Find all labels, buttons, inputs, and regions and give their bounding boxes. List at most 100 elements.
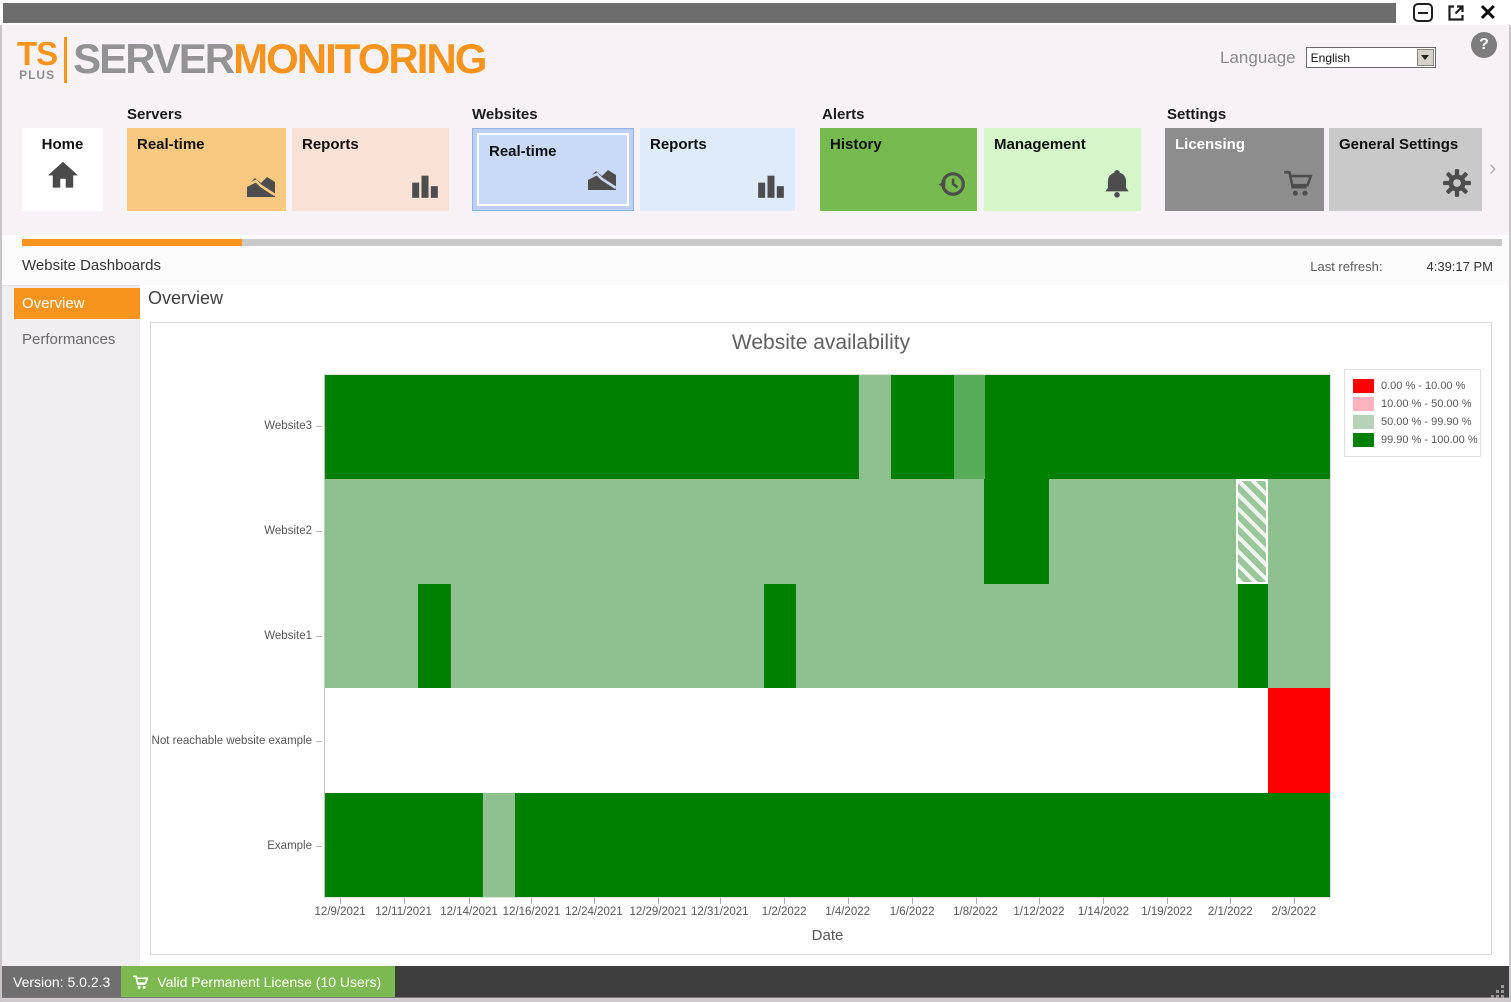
language-value: English — [1310, 50, 1350, 65]
legend-item: 0.00 % - 10.00 % — [1353, 377, 1472, 395]
legend-swatch — [1353, 397, 1374, 411]
x-axis-label: 12/31/2021 — [690, 906, 749, 918]
heatmap-row — [325, 583, 1330, 689]
logo-divider — [64, 37, 68, 83]
heatmap-x-ticks — [324, 898, 1331, 905]
history-clock-icon — [937, 170, 967, 203]
heatmap-row — [325, 688, 1330, 793]
tab-websites-reports[interactable]: Reports — [640, 128, 795, 211]
line-chart-icon — [245, 174, 276, 203]
heatmap-row — [325, 479, 1330, 584]
bar-chart-icon — [411, 172, 439, 203]
heatmap-cell — [954, 375, 986, 480]
logo-plus: PLUS — [19, 68, 56, 82]
x-axis-label: 1/4/2022 — [825, 906, 871, 918]
window-bottom-frame — [2, 997, 1509, 1001]
tab-progress-track — [22, 239, 1502, 246]
x-axis-label: 1/12/2022 — [1013, 906, 1065, 918]
line-chart-icon — [586, 167, 617, 196]
tab-servers-reports[interactable]: Reports — [292, 128, 449, 211]
legend-item: 50.00 % - 99.90 % — [1353, 413, 1472, 431]
legend-swatch — [1353, 415, 1374, 429]
x-axis-tick — [593, 898, 595, 904]
tab-settings-general[interactable]: General Settings — [1329, 128, 1482, 211]
chart-legend: 0.00 % - 10.00 % 10.00 % - 50.00 % 50.00 %… — [1344, 369, 1481, 457]
legend-swatch — [1353, 433, 1374, 447]
tab-alerts-history[interactable]: History — [820, 128, 977, 211]
sidebar-item-overview[interactable]: Overview — [14, 288, 140, 319]
x-axis-tick — [719, 898, 721, 904]
bar-chart-icon — [757, 172, 785, 203]
tab-servers-realtime[interactable]: Real-time — [127, 128, 286, 211]
x-axis-tick — [1230, 898, 1232, 904]
group-label-alerts: Alerts — [822, 106, 865, 123]
language-select[interactable]: English — [1305, 47, 1436, 68]
x-axis-label: 1/6/2022 — [889, 906, 935, 918]
x-axis-label: 12/24/2021 — [565, 906, 623, 918]
bell-icon — [1103, 168, 1131, 203]
shopping-cart-icon — [133, 975, 149, 989]
heatmap-y-axis: Website3 Website2 Website1 Not reachable we… — [151, 374, 322, 898]
y-axis-label: Website1 — [151, 584, 322, 689]
question-mark-icon: ? — [1479, 36, 1489, 53]
x-axis-tick — [531, 898, 533, 904]
x-axis-label: 2/3/2022 — [1271, 906, 1317, 918]
x-axis-tick — [1103, 898, 1105, 904]
heatmap-row — [325, 375, 1330, 480]
tab-websites-realtime[interactable]: Real-time — [477, 133, 629, 206]
x-axis-tick — [658, 898, 660, 904]
language-dropdown-button[interactable] — [1416, 49, 1434, 66]
heatmap-cell — [1267, 688, 1330, 793]
heatmap-cell — [482, 792, 515, 897]
group-label-settings: Settings — [1167, 106, 1227, 123]
ribbon-more-chevron[interactable]: › — [1489, 155, 1497, 180]
group-label-websites: Websites — [472, 106, 538, 123]
tab-alerts-management[interactable]: Management — [984, 128, 1141, 211]
close-button[interactable]: ✕ — [1478, 0, 1497, 25]
open-external-icon — [1447, 4, 1464, 21]
page-title: Website Dashboards — [22, 257, 161, 274]
x-axis-label: 1/14/2022 — [1077, 906, 1129, 918]
breadcrumb-belt: Website Dashboards Last refresh: 4:39:17… — [2, 235, 1509, 285]
language-label: Language — [1220, 47, 1296, 67]
sidebar: Overview Performances — [2, 285, 140, 966]
logo-ts: TS — [17, 35, 58, 72]
x-axis-title: Date — [811, 927, 844, 944]
heatmap-cell — [764, 583, 797, 689]
home-button[interactable]: Home — [22, 128, 103, 211]
x-axis-tick — [784, 898, 786, 904]
x-axis-tick — [847, 898, 849, 904]
heatmap-cell — [984, 479, 1049, 584]
x-axis-label: 1/8/2022 — [953, 906, 998, 918]
sidebar-item-performances[interactable]: Performances — [22, 330, 116, 348]
x-axis-tick — [469, 898, 470, 904]
heatmap-row — [325, 792, 1330, 897]
resize-grip[interactable] — [1491, 985, 1505, 999]
x-axis-label: 1/19/2022 — [1141, 906, 1193, 918]
tab-settings-licensing[interactable]: Licensing — [1165, 128, 1324, 211]
chart-panel: Website availability Website3 Website2 Web… — [150, 322, 1492, 955]
x-axis-tick — [1166, 898, 1168, 904]
status-bar: Version: 5.0.2.3 Valid Permanent License… — [2, 966, 1509, 997]
open-external-button[interactable] — [1446, 3, 1466, 23]
help-button[interactable]: ? — [1471, 32, 1497, 58]
y-axis-label: Example — [151, 793, 322, 898]
minimize-button[interactable] — [1412, 3, 1433, 22]
legend-item: 10.00 % - 50.00 % — [1353, 395, 1472, 413]
x-axis-label: 12/9/2021 — [314, 906, 366, 918]
x-axis-tick — [1293, 898, 1295, 904]
x-axis-label: 12/14/2021 — [440, 906, 498, 918]
chart-title: Website availability — [731, 331, 911, 354]
ribbon: Servers Websites Alerts Settings Home Re… — [2, 100, 1509, 235]
legend-label: 50.00 % - 99.90 % — [1381, 416, 1472, 428]
logo-server: SERVER — [73, 35, 235, 82]
x-axis-tick — [912, 898, 914, 904]
heatmap-cell — [1235, 479, 1268, 584]
main-content: Overview Website availability Website3 We… — [140, 285, 1509, 966]
tab-progress-fill — [22, 239, 242, 246]
x-axis-label: 2/1/2022 — [1207, 906, 1253, 918]
legend-label: 10.00 % - 50.00 % — [1381, 398, 1472, 410]
legend-item: 99.90 % - 100.00 % — [1353, 431, 1478, 449]
x-axis-label: 12/29/2021 — [629, 906, 688, 918]
x-axis-tick — [1038, 898, 1040, 904]
